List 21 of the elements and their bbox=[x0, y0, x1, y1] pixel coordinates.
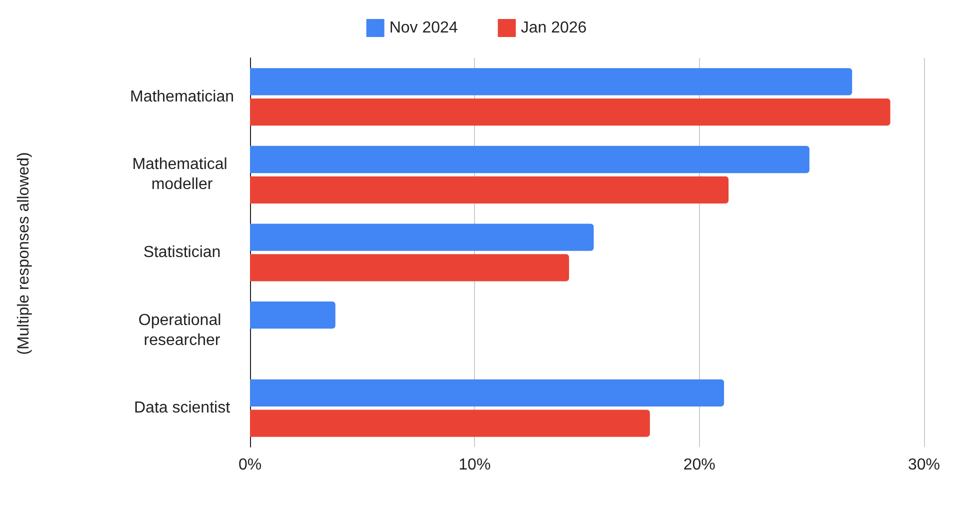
legend-label: Jan 2026 bbox=[520, 20, 587, 36]
y-tick-label: Data scientist bbox=[134, 400, 231, 417]
bar bbox=[250, 146, 810, 174]
y-tick-label: Operational researcher bbox=[138, 312, 226, 349]
y-tick-label: Mathematical modeller bbox=[132, 156, 232, 194]
y-tick-label: Mathematician bbox=[130, 88, 234, 106]
bar bbox=[250, 98, 890, 126]
bar bbox=[250, 379, 724, 406]
bar bbox=[250, 254, 570, 282]
x-tick-label: 0% bbox=[238, 456, 262, 474]
bar bbox=[250, 410, 650, 437]
x-tick-label: 10% bbox=[458, 456, 491, 474]
x-tick-label: 30% bbox=[908, 456, 940, 474]
bar bbox=[250, 224, 594, 251]
text: (Multiple responses allowed) bbox=[16, 152, 32, 355]
bar bbox=[250, 68, 852, 96]
y-tick-label: Statistician bbox=[143, 244, 221, 261]
legend-label: Nov 2024 bbox=[389, 20, 458, 36]
bar bbox=[250, 302, 336, 329]
bar bbox=[250, 176, 729, 204]
x-tick-label: 20% bbox=[683, 456, 716, 474]
